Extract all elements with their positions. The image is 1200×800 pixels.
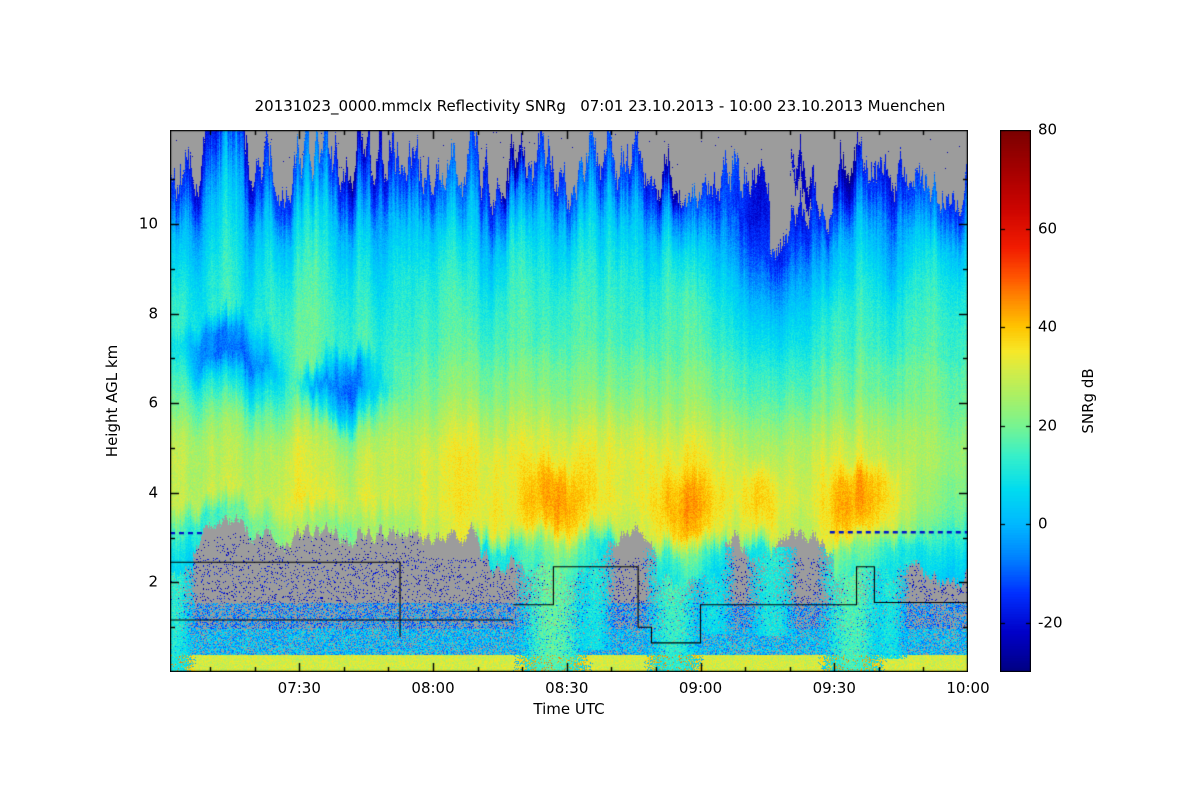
x-tick-label: 08:00	[411, 679, 455, 697]
colorbar-tick-label: 60	[1038, 219, 1058, 238]
colorbar	[1000, 130, 1031, 672]
y-tick-label: 8	[148, 304, 158, 323]
x-axis-label: Time UTC	[533, 700, 605, 718]
colorbar-tick-label: 20	[1038, 416, 1058, 435]
y-tick-label: 10	[138, 214, 158, 233]
x-tick-label: 09:30	[812, 679, 856, 697]
colorbar-tick-label: 0	[1038, 514, 1048, 533]
colorbar-label: SNRg dB	[1079, 368, 1097, 434]
colorbar-tick-label: 80	[1038, 120, 1058, 139]
x-tick-label: 07:30	[277, 679, 321, 697]
x-tick-label: 09:00	[678, 679, 723, 697]
heatmap-plot	[170, 130, 968, 672]
x-tick-label: 08:30	[545, 679, 589, 697]
chart-title: 20131023_0000.mmclx Reflectivity SNRg 07…	[254, 97, 946, 115]
y-tick-label: 2	[148, 572, 158, 591]
x-tick-label: 10:00	[946, 679, 990, 697]
y-tick-label: 4	[148, 483, 158, 502]
colorbar-tick-label: -20	[1038, 613, 1063, 632]
y-tick-label: 6	[148, 393, 158, 412]
colorbar-tick-label: 40	[1038, 317, 1058, 336]
